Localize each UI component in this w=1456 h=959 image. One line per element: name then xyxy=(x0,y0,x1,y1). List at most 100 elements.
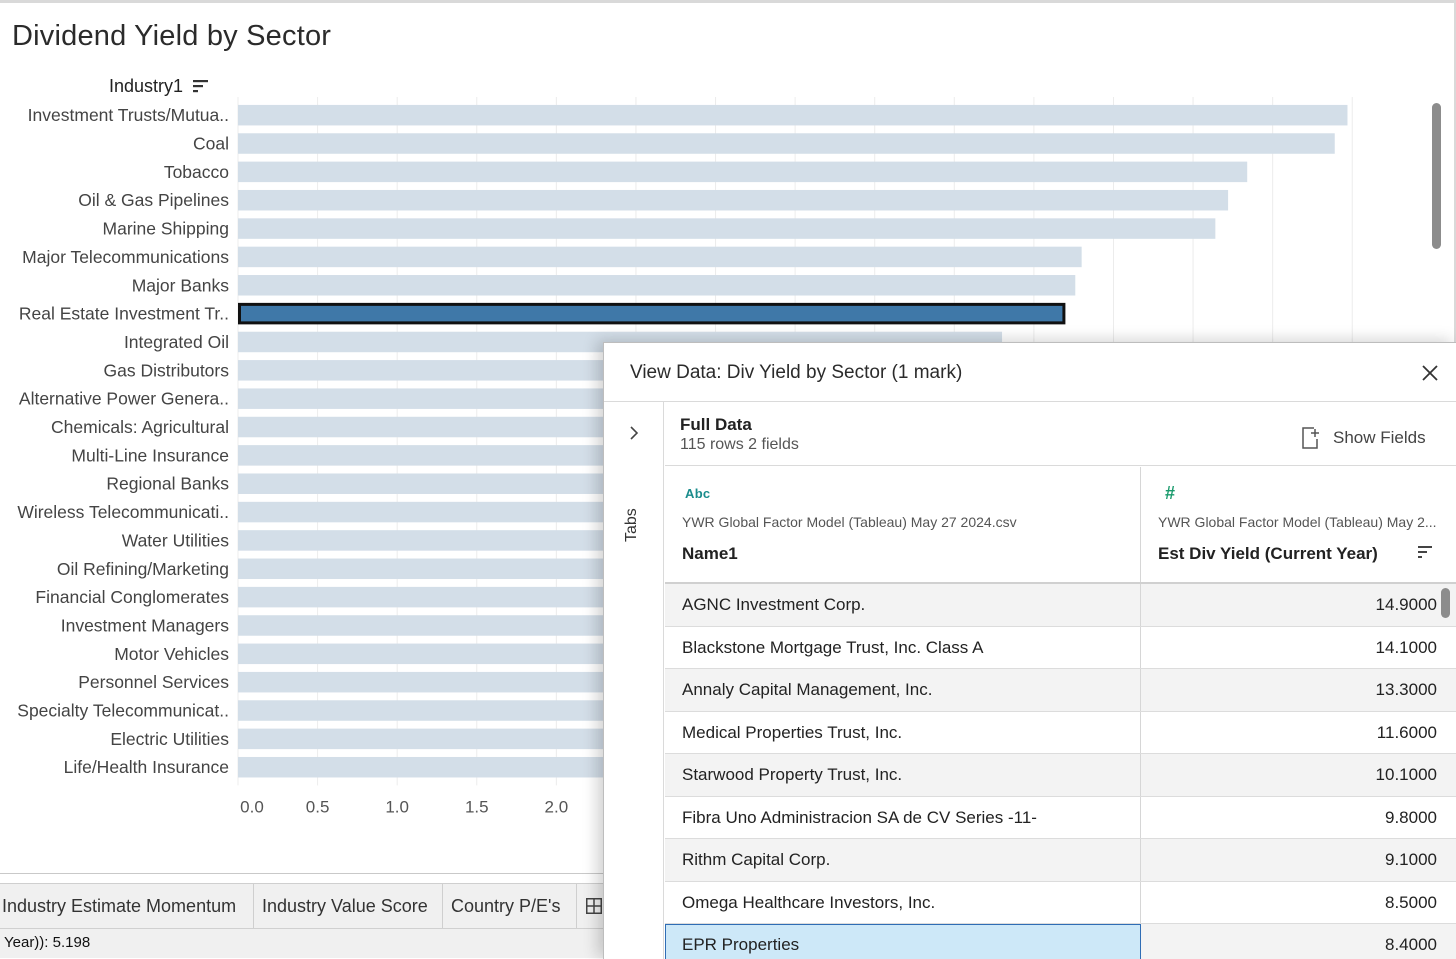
dimension-header[interactable]: Industry1 xyxy=(109,76,184,96)
x-tick-label: 1.0 xyxy=(385,797,409,816)
sort-descending-icon[interactable] xyxy=(193,79,209,95)
category-label[interactable]: Investment Trusts/Mutua.. xyxy=(28,105,229,125)
cell-name: Starwood Property Trust, Inc. xyxy=(665,754,1141,796)
sheet-tab-industry-value-score[interactable]: Industry Value Score xyxy=(254,884,443,928)
cell-name: Omega Healthcare Investors, Inc. xyxy=(665,881,1141,923)
category-label[interactable]: Motor Vehicles xyxy=(114,644,229,664)
bar[interactable] xyxy=(238,189,1229,211)
cell-name: Rithm Capital Corp. xyxy=(665,839,1141,881)
column-name: Name1 xyxy=(682,544,738,563)
top-border xyxy=(0,0,1456,3)
tabs-toggle-label[interactable]: Tabs xyxy=(623,508,640,542)
table-row[interactable]: Starwood Property Trust, Inc. 10.1000 xyxy=(665,754,1456,797)
category-label[interactable]: Integrated Oil xyxy=(124,332,229,352)
table-row-selected[interactable]: EPR Properties 8.4000 xyxy=(665,924,1456,959)
category-label[interactable]: Coal xyxy=(193,134,229,154)
table-row[interactable]: Annaly Capital Management, Inc. 13.3000 xyxy=(665,669,1456,712)
dashboard-divider xyxy=(0,873,604,874)
column-header-name1[interactable]: Abc YWR Global Factor Model (Tableau) Ma… xyxy=(665,467,1141,582)
x-tick-label: 0.5 xyxy=(306,797,330,816)
table-row[interactable]: Blackstone Mortgage Trust, Inc. Class A 1… xyxy=(665,626,1456,669)
x-tick-label: 2.0 xyxy=(545,797,569,816)
x-tick-label: 1.5 xyxy=(465,797,489,816)
number-type-icon: # xyxy=(1165,483,1176,503)
bar[interactable] xyxy=(238,275,1076,296)
string-type-icon: Abc xyxy=(685,486,711,501)
category-label[interactable]: Alternative Power Genera.. xyxy=(19,389,229,409)
dashboard-title: Dividend Yield by Sector xyxy=(12,20,332,52)
show-fields-icon xyxy=(1302,427,1319,449)
category-label[interactable]: Oil & Gas Pipelines xyxy=(78,190,229,210)
table-row[interactable]: Fibra Uno Administracion SA de CV Series… xyxy=(665,796,1456,839)
bar[interactable] xyxy=(238,133,1335,154)
category-label[interactable]: Investment Managers xyxy=(61,615,230,635)
cell-value: 14.1000 xyxy=(1375,637,1437,657)
category-label[interactable]: Marine Shipping xyxy=(103,219,229,239)
cell-value: 10.1000 xyxy=(1375,765,1437,784)
column-source: YWR Global Factor Model (Tableau) May 27… xyxy=(682,514,1017,530)
show-fields-label: Show Fields xyxy=(1333,428,1426,447)
table-row[interactable]: Omega Healthcare Investors, Inc. 8.5000 xyxy=(665,881,1456,924)
cell-value: 11.6000 xyxy=(1376,722,1437,742)
category-label[interactable]: Major Telecommunications xyxy=(22,247,229,267)
cell-value: 9.8000 xyxy=(1385,807,1437,827)
category-label[interactable]: Tobacco xyxy=(164,162,229,182)
chart-scrollbar[interactable] xyxy=(1432,103,1441,249)
grid-icon xyxy=(586,898,602,914)
grid-header-row: Abc YWR Global Factor Model (Tableau) Ma… xyxy=(665,467,1456,584)
category-label[interactable]: Life/Health Insurance xyxy=(64,757,229,777)
category-label[interactable]: Chemicals: Agricultural xyxy=(51,417,229,437)
view-data-dialog: View Data: Div Yield by Sector (1 mark) … xyxy=(603,342,1456,959)
category-label[interactable]: Personnel Services xyxy=(78,672,229,692)
column-header-est-div-yield[interactable]: # YWR Global Factor Model (Tableau) May … xyxy=(1141,467,1456,582)
close-icon[interactable] xyxy=(1420,363,1440,383)
grid-scrollbar[interactable] xyxy=(1441,588,1450,618)
cell-name: AGNC Investment Corp. xyxy=(665,584,1141,626)
bar-selected[interactable] xyxy=(238,302,1066,325)
bar-chart: Investment Trusts/Mutua.. Coal Tobacco Oil … xyxy=(17,97,1353,816)
dialog-title: View Data: Div Yield by Sector (1 mark) xyxy=(630,362,963,383)
sheet-tab-bar: Industry Estimate Momentum Industry Valu… xyxy=(0,883,604,929)
full-data-row-count: 115 rows 2 fields xyxy=(680,436,799,453)
table-row[interactable]: AGNC Investment Corp. 14.9000 xyxy=(665,584,1456,627)
cell-value: 8.5000 xyxy=(1385,892,1437,912)
category-label[interactable]: Real Estate Investment Tr.. xyxy=(19,304,229,324)
column-name: Est Div Yield (Current Year) xyxy=(1158,544,1378,563)
category-label[interactable]: Financial Conglomerates xyxy=(35,587,229,607)
sheet-tab-industry-estimate-momentum[interactable]: Industry Estimate Momentum xyxy=(0,884,254,928)
category-label[interactable]: Electric Utilities xyxy=(110,729,229,749)
cell-name: Blackstone Mortgage Trust, Inc. Class A xyxy=(665,626,1141,668)
cell-value: 9.1000 xyxy=(1385,850,1437,869)
bar[interactable] xyxy=(238,161,1248,183)
category-label[interactable]: Oil Refining/Marketing xyxy=(57,559,229,579)
tabs-rail: Tabs xyxy=(604,402,664,959)
bar[interactable] xyxy=(238,246,1082,268)
category-label[interactable]: Gas Distributors xyxy=(104,360,230,380)
category-label[interactable]: Water Utilities xyxy=(122,530,230,550)
status-bar: Year)): 5.198 xyxy=(0,928,604,958)
cell-value: 13.3000 xyxy=(1375,680,1437,699)
category-label[interactable]: Wireless Telecommunicati.. xyxy=(17,502,229,522)
bar[interactable] xyxy=(238,104,1348,126)
cell-name: Annaly Capital Management, Inc. xyxy=(665,669,1141,711)
sheet-tab-country-pe[interactable]: Country P/E's xyxy=(443,884,577,928)
category-label[interactable]: Multi-Line Insurance xyxy=(71,445,229,465)
sort-descending-icon[interactable] xyxy=(1417,545,1433,561)
category-label[interactable]: Major Banks xyxy=(132,275,230,295)
cell-name: Medical Properties Trust, Inc. xyxy=(665,711,1141,753)
category-label[interactable]: Specialty Telecommunicat.. xyxy=(17,701,229,721)
cell-value: 8.4000 xyxy=(1385,935,1437,954)
grid-rows: AGNC Investment Corp. 14.9000 Blackstone … xyxy=(665,584,1456,959)
table-row[interactable]: Rithm Capital Corp. 9.1000 xyxy=(665,839,1456,882)
chevron-right-icon[interactable] xyxy=(628,424,640,442)
table-row[interactable]: Medical Properties Trust, Inc. 11.6000 xyxy=(665,711,1456,754)
column-source: YWR Global Factor Model (Tableau) May 2.… xyxy=(1158,514,1437,530)
full-data-header: Full Data 115 rows 2 fields Show Fields xyxy=(665,402,1456,466)
cell-value: 14.9000 xyxy=(1375,595,1437,614)
show-fields-button[interactable]: Show Fields xyxy=(1301,425,1426,451)
new-sheet-tab[interactable] xyxy=(577,884,604,928)
full-data-title: Full Data xyxy=(680,415,752,434)
bar[interactable] xyxy=(238,218,1216,239)
category-label[interactable]: Regional Banks xyxy=(106,474,229,494)
cell-name: Fibra Uno Administracion SA de CV Series… xyxy=(665,796,1141,838)
